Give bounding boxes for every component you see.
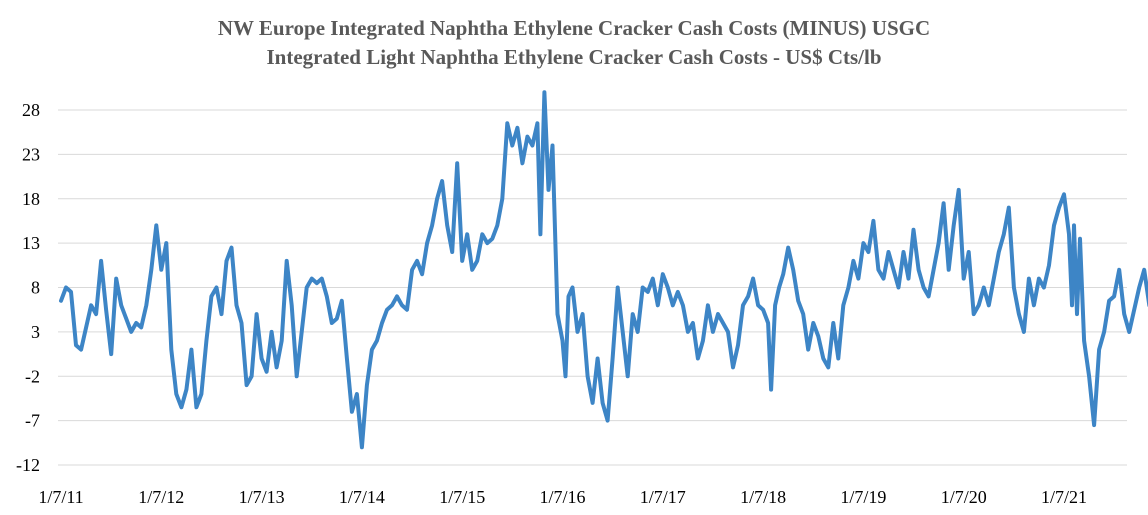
series-line-0 (59, 90, 1148, 450)
y-tick-label: -2 (25, 366, 40, 386)
x-tick-label: 1/7/20 (941, 487, 987, 507)
x-tick-label: 1/7/15 (439, 487, 485, 507)
y-tick-label: -7 (25, 411, 40, 431)
x-tick-label: 1/7/18 (740, 487, 786, 507)
x-tick-label: 1/7/19 (840, 487, 886, 507)
y-tick-label: 23 (22, 144, 40, 164)
chart-title-line-2: Integrated Light Naphtha Ethylene Cracke… (266, 45, 882, 69)
series-layer (59, 90, 1148, 450)
y-tick-label: 3 (31, 322, 40, 342)
x-tick-label: 1/7/14 (339, 487, 385, 507)
chart-title-line-1: NW Europe Integrated Naphtha Ethylene Cr… (217, 16, 931, 40)
x-tick-label: 1/7/21 (1041, 487, 1087, 507)
y-tick-label: -12 (16, 455, 40, 475)
chart-title: NW Europe Integrated Naphtha Ethylene Cr… (0, 14, 1148, 72)
x-tick-label: 1/7/12 (138, 487, 184, 507)
y-axis-tick-labels: 28 23 18 13 8 3 -2 -7 -12 (16, 100, 40, 475)
x-tick-label: 1/7/17 (640, 487, 686, 507)
y-tick-label: 18 (22, 189, 40, 209)
x-tick-label: 1/7/11 (38, 487, 83, 507)
x-axis-tick-labels: 1/7/11 1/7/12 1/7/13 1/7/14 1/7/15 1/7/16 1/7/… (38, 487, 1087, 507)
y-tick-label: 28 (22, 100, 40, 120)
y-tick-label: 13 (22, 233, 40, 253)
x-tick-label: 1/7/13 (239, 487, 285, 507)
x-tick-label: 1/7/16 (539, 487, 585, 507)
y-tick-label: 8 (31, 278, 40, 298)
